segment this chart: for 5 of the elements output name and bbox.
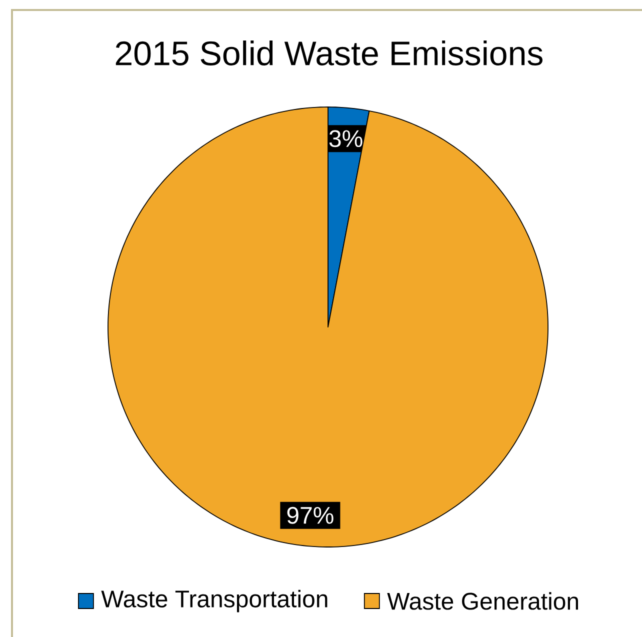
chart-title: 2015 Solid Waste Emissions [116, 40, 542, 66]
legend-label: Waste Generation [387, 592, 578, 610]
data-label: 97% [287, 506, 334, 524]
legend-label: Waste Transportation [101, 590, 328, 612]
data-label: 3% [329, 130, 362, 148]
